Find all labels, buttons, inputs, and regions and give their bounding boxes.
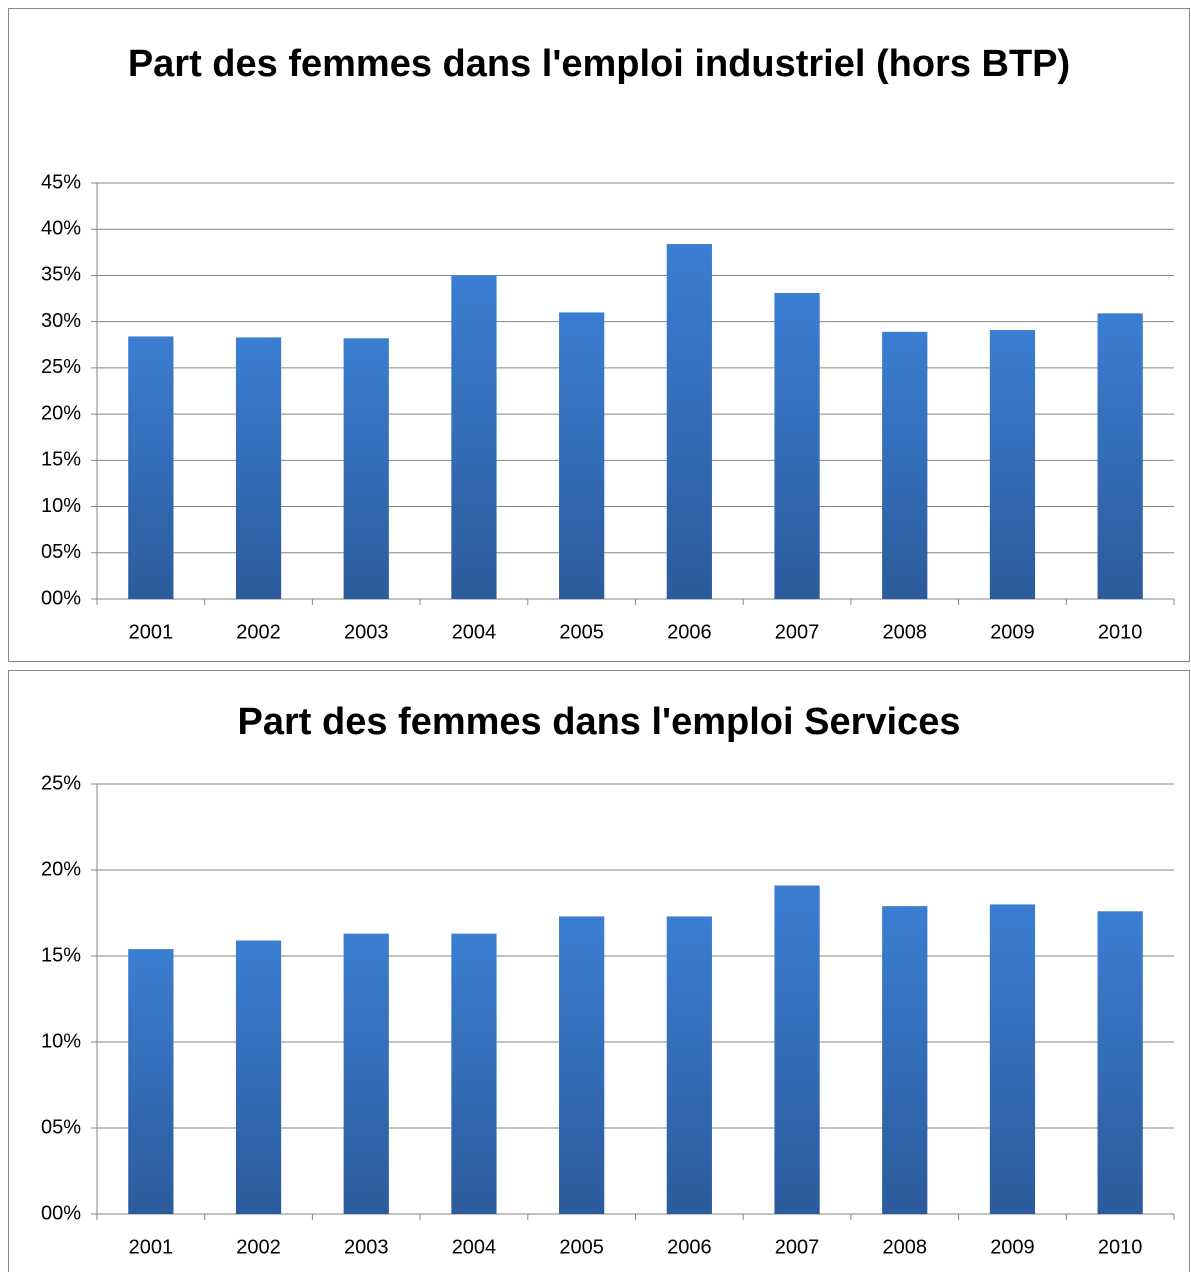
x-tick-label: 2009	[990, 1236, 1035, 1258]
y-tick-label: 25%	[41, 772, 81, 794]
y-tick-label: 15%	[41, 944, 81, 966]
bar	[1097, 911, 1143, 1214]
bar	[882, 906, 928, 1214]
chart-border	[8, 8, 1190, 662]
bar	[451, 275, 497, 599]
x-tick-label: 2010	[1098, 621, 1143, 643]
bar	[343, 338, 389, 599]
chart-title: Part des femmes dans l'emploi industriel…	[127, 43, 1071, 85]
bar	[989, 904, 1036, 1214]
x-tick-label: 2005	[559, 1236, 604, 1258]
bar	[128, 336, 174, 599]
x-tick-label: 2003	[344, 1236, 389, 1258]
x-tick-label: 2004	[452, 621, 497, 643]
bar	[451, 933, 497, 1214]
x-tick-label: 2002	[236, 621, 281, 643]
x-tick-label: 2008	[883, 621, 928, 643]
y-tick-label: 00%	[41, 587, 81, 609]
bar	[128, 949, 174, 1214]
y-tick-label: 20%	[41, 858, 81, 880]
y-tick-label: 45%	[41, 171, 81, 193]
chart: 00% 05% 10% 15% 20% 25% 2001 2002 2003 2004 2005 20…	[8, 670, 1190, 1272]
chart: 00% 05% 10% 15% 20% 25% 30% 35% 40% 45% 2001 2002 20…	[8, 8, 1190, 662]
y-tick-label: 30%	[41, 310, 81, 332]
x-tick-label: 2008	[883, 1236, 928, 1258]
chart-box: 00% 05% 10% 15% 20% 25% 2001 2002 2003 2004 2005 20…	[8, 670, 1190, 1272]
x-tick-label: 2006	[667, 621, 712, 643]
y-tick-label: 35%	[41, 264, 81, 286]
x-tick-label: 2001	[129, 621, 174, 643]
chart-title: Part des femmes dans l'emploi Services	[237, 701, 961, 743]
bar	[559, 916, 605, 1214]
y-tick-label: 00%	[41, 1202, 81, 1224]
bar	[666, 916, 712, 1214]
x-tick-label: 2007	[775, 621, 820, 643]
bar	[666, 244, 712, 599]
y-tick-label: 20%	[41, 402, 81, 424]
y-tick-label: 25%	[41, 356, 81, 378]
bar	[989, 329, 1036, 599]
bar	[343, 933, 389, 1214]
y-tick-label: 10%	[41, 495, 81, 517]
bar	[559, 312, 605, 599]
bar	[774, 293, 820, 599]
y-tick-label: 10%	[41, 1030, 81, 1052]
x-tick-label: 2002	[236, 1236, 281, 1258]
x-tick-label: 2009	[990, 621, 1035, 643]
bar	[235, 337, 282, 599]
x-tick-label: 2010	[1098, 1236, 1143, 1258]
bar	[774, 885, 820, 1214]
chart-box: 00% 05% 10% 15% 20% 25% 30% 35% 40% 45% 2001 2002 20…	[8, 8, 1190, 662]
x-tick-label: 2006	[667, 1236, 712, 1258]
bar	[882, 331, 928, 599]
x-tick-label: 2005	[559, 621, 604, 643]
bar	[1097, 313, 1143, 599]
bar	[235, 940, 282, 1214]
x-tick-label: 2003	[344, 621, 389, 643]
x-tick-label: 2001	[129, 1236, 174, 1258]
x-tick-label: 2004	[452, 1236, 497, 1258]
y-tick-label: 40%	[41, 218, 81, 240]
y-tick-label: 05%	[41, 1116, 81, 1138]
chart-border	[8, 670, 1190, 1272]
y-tick-label: 15%	[41, 449, 81, 471]
y-tick-label: 05%	[41, 541, 81, 563]
x-tick-label: 2007	[775, 1236, 820, 1258]
